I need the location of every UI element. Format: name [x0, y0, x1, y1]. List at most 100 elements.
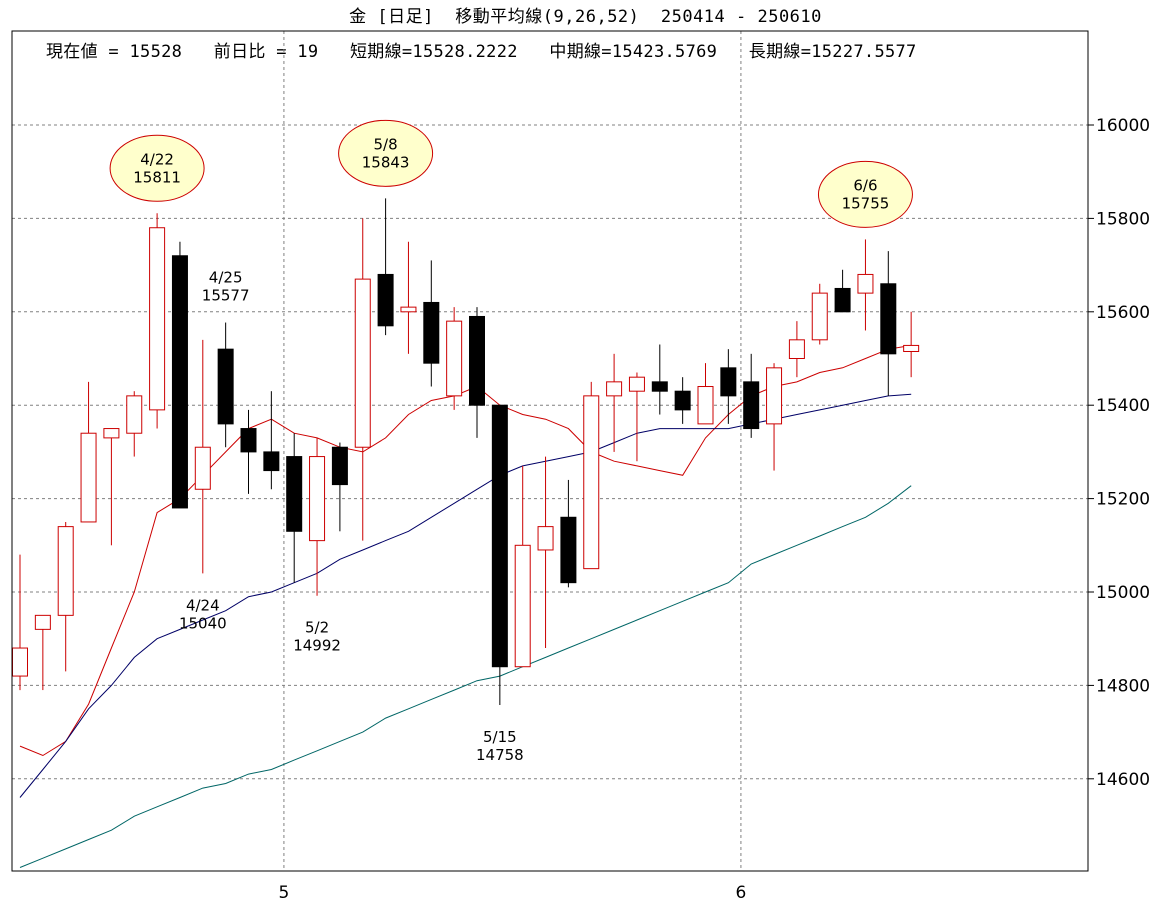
candle-up: [628, 372, 645, 462]
candle-up: [34, 614, 51, 691]
annotation-value: 14992: [293, 637, 341, 655]
annotation-bubble: [817, 160, 913, 228]
candle-body: [560, 516, 577, 584]
candle-down: [171, 241, 188, 509]
current-value: 現在値 = 15528: [46, 42, 183, 62]
candle-body: [697, 386, 714, 425]
candle-body: [34, 614, 51, 630]
y-tick-label: 15000: [1096, 583, 1150, 603]
annotation-date: 4/24: [186, 596, 220, 614]
candle-up: [766, 363, 783, 471]
candle-up: [446, 307, 463, 410]
annotation-value: 15811: [133, 168, 181, 186]
candle-body: [674, 390, 691, 411]
candle-body: [400, 306, 417, 313]
candle-body: [126, 395, 143, 434]
annotation-date: 5/2: [305, 619, 329, 637]
candle-body: [331, 446, 348, 486]
prev-change: 前日比 = 19: [213, 42, 319, 62]
candle-body: [834, 287, 851, 313]
candle-body: [903, 344, 920, 352]
annotation-value: 15755: [842, 194, 890, 212]
y-tick-label: 15800: [1096, 209, 1150, 229]
y-tick-label: 15400: [1096, 396, 1150, 416]
candle-up: [903, 311, 920, 378]
annotation-value: 14758: [476, 746, 524, 764]
candle-down: [217, 322, 234, 448]
candle-up: [57, 521, 74, 672]
candle-body: [263, 451, 280, 472]
annotation-date: 5/15: [483, 728, 517, 746]
candle-up: [354, 218, 371, 541]
long-ma-line: [19, 485, 912, 868]
annotation-bubble: [338, 119, 434, 187]
candle-body: [423, 301, 440, 364]
candle-body: [720, 367, 737, 397]
candle-down: [560, 479, 577, 588]
candle-body: [788, 339, 805, 360]
x-tick-label: 5: [279, 883, 290, 902]
y-tick-label: 14600: [1096, 770, 1150, 790]
candle-up: [514, 465, 531, 668]
candle-up: [811, 283, 828, 345]
candle-body: [766, 367, 783, 425]
mid-ma-value: 中期線=15423.5769: [549, 42, 718, 62]
candle-body: [606, 381, 623, 397]
annotation-date: 5/8: [374, 135, 398, 153]
candle-body: [857, 273, 874, 294]
y-tick-label: 14800: [1096, 676, 1150, 696]
x-tick-label: 6: [736, 883, 747, 902]
plot-frame: [11, 30, 1089, 872]
long-ma-value: 長期線=15227.5577: [748, 42, 917, 62]
candle-up: [103, 428, 120, 546]
candle-body: [743, 381, 760, 430]
candle-up: [857, 239, 874, 331]
candle-body: [217, 348, 234, 425]
candle-body: [354, 278, 371, 448]
candle-down: [651, 344, 668, 415]
candle-down: [674, 377, 691, 424]
short-ma-line: [19, 344, 912, 757]
annotation-value: 15040: [179, 614, 227, 632]
mid-ma-line: [19, 393, 912, 798]
candle-body: [628, 376, 645, 392]
candle-up: [12, 554, 28, 691]
short-ma-value: 短期線=15528.2222: [349, 42, 518, 62]
y-tick-label: 15200: [1096, 490, 1150, 510]
candle-down: [423, 260, 440, 387]
candle-body: [880, 283, 897, 355]
annotation-bubble: [109, 134, 205, 202]
candle-up: [606, 353, 623, 452]
candle-up: [697, 363, 714, 425]
candle-down: [377, 198, 394, 336]
candle-down: [743, 353, 760, 438]
candle-body: [377, 273, 394, 327]
stats-line: 現在値 = 15528 前日比 = 19 短期線=15528.2222 中期線=…: [46, 37, 917, 62]
candle-down: [720, 349, 737, 424]
candle-body: [12, 647, 28, 677]
candle-up: [126, 391, 143, 457]
candles: [12, 198, 920, 706]
candle-body: [103, 428, 120, 439]
candle-up: [537, 456, 554, 649]
candle-body: [171, 255, 188, 509]
candle-up: [309, 437, 326, 596]
candle-down: [469, 307, 485, 438]
annotation-value: 15577: [202, 287, 250, 305]
axis-labels: 14600 14800 15000 15200 15400 15600 15800 16000…: [279, 116, 1151, 902]
candle-body: [309, 456, 326, 542]
annotation-date: 4/22: [140, 150, 174, 168]
candle-body: [583, 395, 600, 570]
candle-body: [537, 526, 554, 551]
candle-down: [834, 269, 851, 313]
candle-body: [811, 292, 828, 341]
candle-up: [400, 241, 417, 354]
moving-average-lines: [19, 344, 912, 868]
candle-up: [583, 381, 600, 570]
candle-body: [469, 315, 485, 406]
candle-down: [263, 391, 280, 490]
candle-body: [194, 446, 211, 490]
candle-body: [57, 526, 74, 616]
